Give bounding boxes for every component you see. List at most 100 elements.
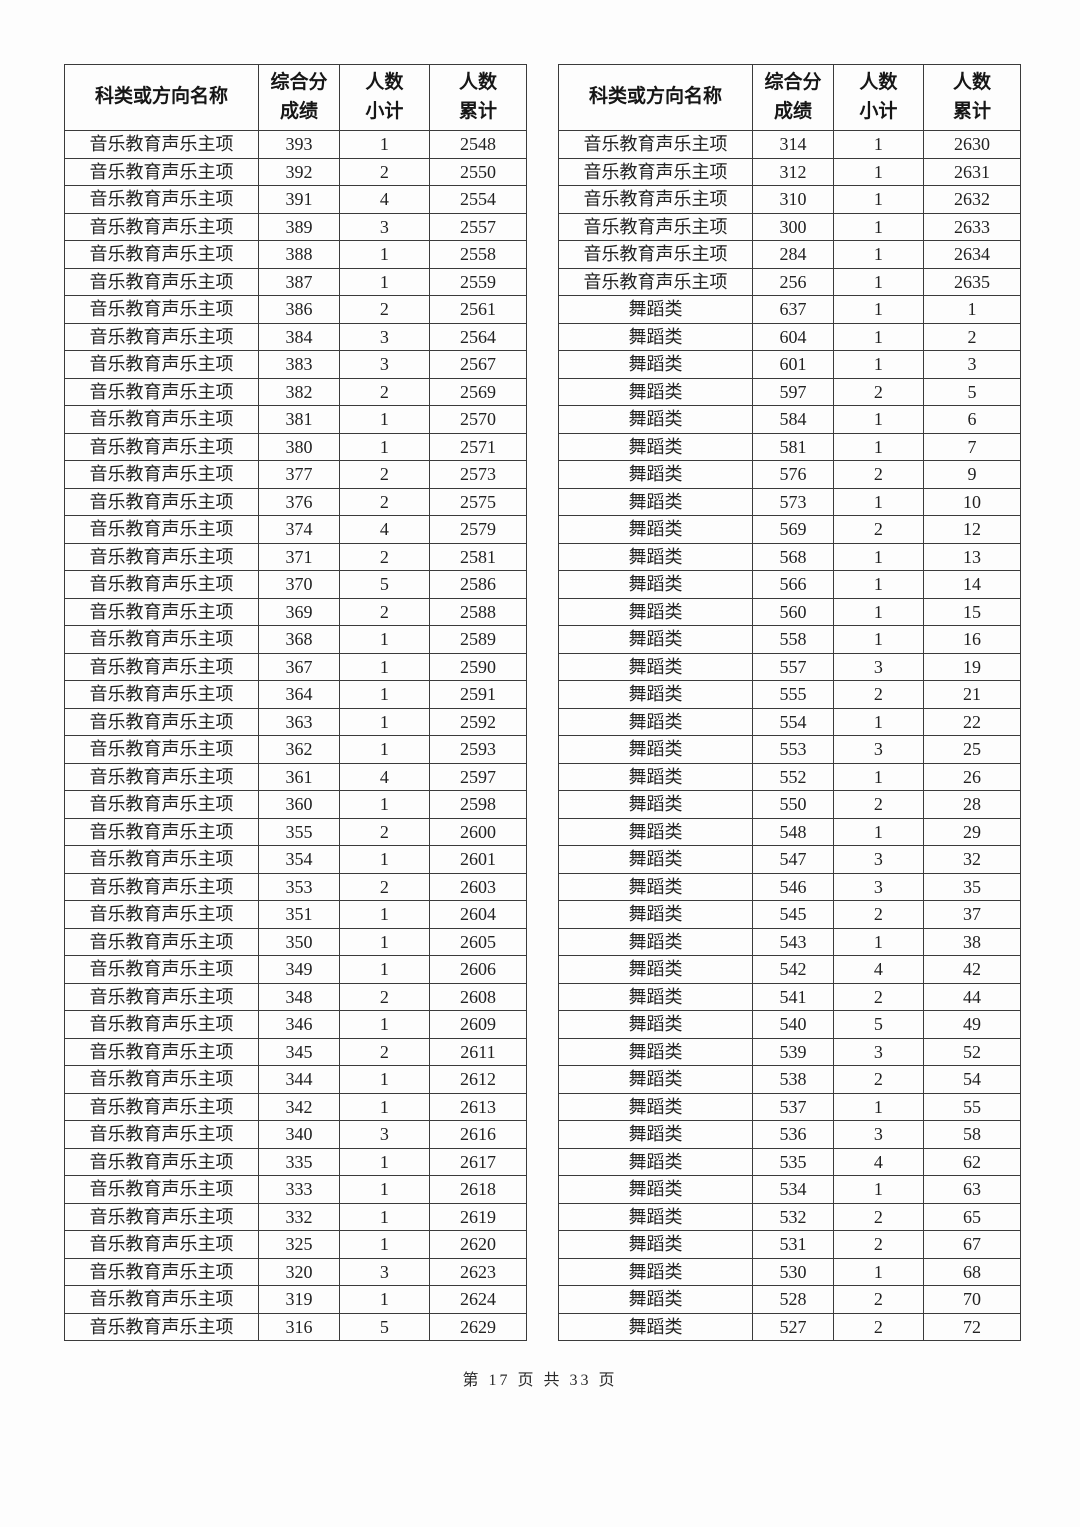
category-cell: 音乐教育声乐主项 [63, 1202, 260, 1231]
count-subtotal-cell: 1 [338, 130, 430, 159]
category-cell: 舞蹈类 [557, 1175, 754, 1204]
count-cumulative-cell: 2590 [428, 652, 528, 681]
column-header: 人数 累计 [428, 64, 528, 131]
score-cell: 543 [752, 927, 834, 956]
score-cell: 546 [752, 872, 834, 901]
table-row: 舞蹈类 560 1 15 [557, 597, 1022, 626]
score-cell: 386 [258, 295, 340, 324]
count-subtotal-cell: 1 [338, 955, 430, 984]
category-cell: 音乐教育声乐主项 [63, 1092, 260, 1121]
category-cell: 音乐教育声乐主项 [63, 790, 260, 819]
count-subtotal-cell: 1 [832, 487, 924, 516]
score-cell: 637 [752, 295, 834, 324]
score-cell: 310 [752, 185, 834, 214]
score-cell: 333 [258, 1175, 340, 1204]
score-cell: 354 [258, 845, 340, 874]
table-row: 舞蹈类 573 1 10 [557, 487, 1022, 516]
count-subtotal-cell: 1 [338, 652, 430, 681]
category-cell: 舞蹈类 [557, 982, 754, 1011]
category-cell: 音乐教育声乐主项 [63, 405, 260, 434]
count-cumulative-cell: 2570 [428, 405, 528, 434]
count-cumulative-cell: 58 [922, 1120, 1022, 1149]
category-cell: 音乐教育声乐主项 [63, 295, 260, 324]
category-cell: 音乐教育声乐主项 [63, 432, 260, 461]
table-row: 音乐教育声乐主项 316 5 2629 [63, 1312, 528, 1341]
table-row: 舞蹈类 554 1 22 [557, 707, 1022, 736]
table-row: 舞蹈类 542 4 42 [557, 955, 1022, 984]
count-cumulative-cell: 2605 [428, 927, 528, 956]
category-cell: 舞蹈类 [557, 405, 754, 434]
count-subtotal-cell: 3 [338, 212, 430, 241]
score-cell: 604 [752, 322, 834, 351]
score-cell: 374 [258, 515, 340, 544]
count-subtotal-cell: 1 [832, 432, 924, 461]
category-cell: 舞蹈类 [557, 570, 754, 599]
count-cumulative-cell: 52 [922, 1037, 1022, 1066]
category-cell: 音乐教育声乐主项 [63, 1175, 260, 1204]
count-subtotal-cell: 1 [832, 762, 924, 791]
count-subtotal-cell: 2 [832, 1065, 924, 1094]
count-cumulative-cell: 9 [922, 460, 1022, 489]
score-cell: 381 [258, 405, 340, 434]
count-subtotal-cell: 1 [832, 130, 924, 159]
count-subtotal-cell: 2 [338, 460, 430, 489]
table-row: 舞蹈类 531 2 67 [557, 1230, 1022, 1259]
score-cell: 351 [258, 900, 340, 929]
category-cell: 舞蹈类 [557, 1092, 754, 1121]
score-cell: 537 [752, 1092, 834, 1121]
count-cumulative-cell: 21 [922, 680, 1022, 709]
score-cell: 377 [258, 460, 340, 489]
score-cell: 360 [258, 790, 340, 819]
table-row: 音乐教育声乐主项 354 1 2601 [63, 845, 528, 874]
category-cell: 音乐教育声乐主项 [63, 597, 260, 626]
count-subtotal-cell: 3 [832, 735, 924, 764]
category-cell: 音乐教育声乐主项 [63, 350, 260, 379]
score-cell: 576 [752, 460, 834, 489]
category-cell: 舞蹈类 [557, 295, 754, 324]
category-cell: 舞蹈类 [557, 900, 754, 929]
table-row: 舞蹈类 530 1 68 [557, 1257, 1022, 1286]
count-cumulative-cell: 2623 [428, 1257, 528, 1286]
count-cumulative-cell: 28 [922, 790, 1022, 819]
category-cell: 音乐教育声乐主项 [63, 570, 260, 599]
category-cell: 舞蹈类 [557, 1285, 754, 1314]
count-subtotal-cell: 1 [338, 680, 430, 709]
column-header: 人数 小计 [832, 64, 924, 131]
table-row: 音乐教育声乐主项 361 4 2597 [63, 762, 528, 791]
column-header: 科类或方向名称 [557, 64, 754, 131]
table-row: 舞蹈类 548 1 29 [557, 817, 1022, 846]
table-row: 音乐教育声乐主项 362 1 2593 [63, 735, 528, 764]
category-cell: 音乐教育声乐主项 [63, 1065, 260, 1094]
score-cell: 344 [258, 1065, 340, 1094]
table-row: 音乐教育声乐主项 333 1 2618 [63, 1175, 528, 1204]
score-cell: 367 [258, 652, 340, 681]
count-subtotal-cell: 2 [832, 515, 924, 544]
table-row: 音乐教育声乐主项 370 5 2586 [63, 570, 528, 599]
count-cumulative-cell: 2557 [428, 212, 528, 241]
table-row: 音乐教育声乐主项 332 1 2619 [63, 1202, 528, 1231]
count-cumulative-cell: 12 [922, 515, 1022, 544]
category-cell: 舞蹈类 [557, 927, 754, 956]
table-body-right: 音乐教育声乐主项 314 1 2630 音乐教育声乐主项 312 1 2631 音乐教育声乐主项… [557, 130, 1022, 1341]
category-cell: 音乐教育声乐主项 [63, 652, 260, 681]
count-cumulative-cell: 2617 [428, 1147, 528, 1176]
score-tables-container: 科类或方向名称 综合分 成绩 人数 小计 人数 累计 音乐教育声乐主项 393 1 2548… [63, 64, 1022, 1341]
table-row: 舞蹈类 569 2 12 [557, 515, 1022, 544]
count-cumulative-cell: 5 [922, 377, 1022, 406]
category-cell: 音乐教育声乐主项 [63, 707, 260, 736]
category-cell: 音乐教育声乐主项 [557, 157, 754, 186]
category-cell: 舞蹈类 [557, 872, 754, 901]
score-cell: 363 [258, 707, 340, 736]
count-cumulative-cell: 55 [922, 1092, 1022, 1121]
table-row: 音乐教育声乐主项 364 1 2591 [63, 680, 528, 709]
score-cell: 380 [258, 432, 340, 461]
table-row: 音乐教育声乐主项 344 1 2612 [63, 1065, 528, 1094]
count-subtotal-cell: 1 [338, 1202, 430, 1231]
table-row: 音乐教育声乐主项 284 1 2634 [557, 240, 1022, 269]
count-cumulative-cell: 2569 [428, 377, 528, 406]
count-subtotal-cell: 2 [832, 460, 924, 489]
table-row: 音乐教育声乐主项 376 2 2575 [63, 487, 528, 516]
score-cell: 319 [258, 1285, 340, 1314]
count-subtotal-cell: 1 [338, 432, 430, 461]
count-cumulative-cell: 19 [922, 652, 1022, 681]
